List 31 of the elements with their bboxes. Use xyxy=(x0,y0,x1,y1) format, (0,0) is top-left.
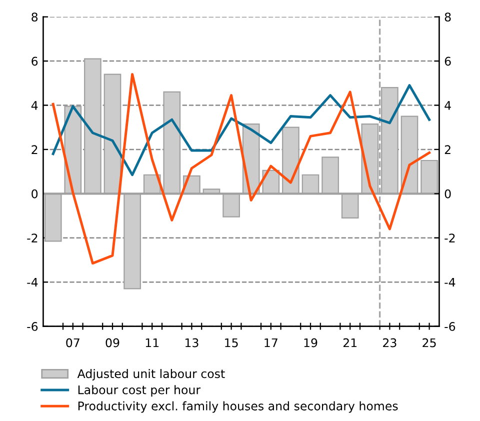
x-tick-label: 15 xyxy=(225,338,238,348)
y2-tick-label: 4 xyxy=(444,101,451,110)
line-series xyxy=(52,84,431,176)
x-tick-label: 21 xyxy=(343,338,357,348)
y2-tick-label: -2 xyxy=(444,234,455,242)
y-tick-label: -2 xyxy=(27,234,38,242)
y-tick-label: -4 xyxy=(27,278,38,287)
legend-label: Adjusted unit labour cost xyxy=(77,369,225,380)
y-tick-label: -6 xyxy=(27,322,38,331)
x-tick-label: 25 xyxy=(422,338,436,348)
x-tick-label: 09 xyxy=(106,338,120,348)
x-tick-label: 07 xyxy=(66,338,80,348)
x-tick-label: 11 xyxy=(146,338,159,348)
y2-tick-label: -6 xyxy=(444,322,456,331)
y-tick-label: 8 xyxy=(32,12,38,22)
y-tick-label: 0 xyxy=(32,189,38,198)
x-tick-label: 19 xyxy=(304,338,318,348)
y-tick-label: 4 xyxy=(31,101,38,110)
y-tick-label: 2 xyxy=(32,145,38,154)
y2-tick-label: -4 xyxy=(444,278,456,287)
x-tick-label: 17 xyxy=(264,338,278,348)
y2-tick-label: 0 xyxy=(444,189,451,198)
legend-label: Productivity excl. family houses and secondary homes xyxy=(78,401,398,413)
x-tick-label: 23 xyxy=(383,338,396,348)
x-tick-label: 13 xyxy=(185,338,198,348)
legend-label: Labour cost per hour xyxy=(78,385,201,397)
y2-tick-label: 6 xyxy=(444,56,451,66)
y-tick-label: 6 xyxy=(32,56,38,66)
line-series xyxy=(52,73,431,265)
y2-tick-label: 8 xyxy=(444,12,451,22)
y2-tick-label: 2 xyxy=(444,145,450,154)
